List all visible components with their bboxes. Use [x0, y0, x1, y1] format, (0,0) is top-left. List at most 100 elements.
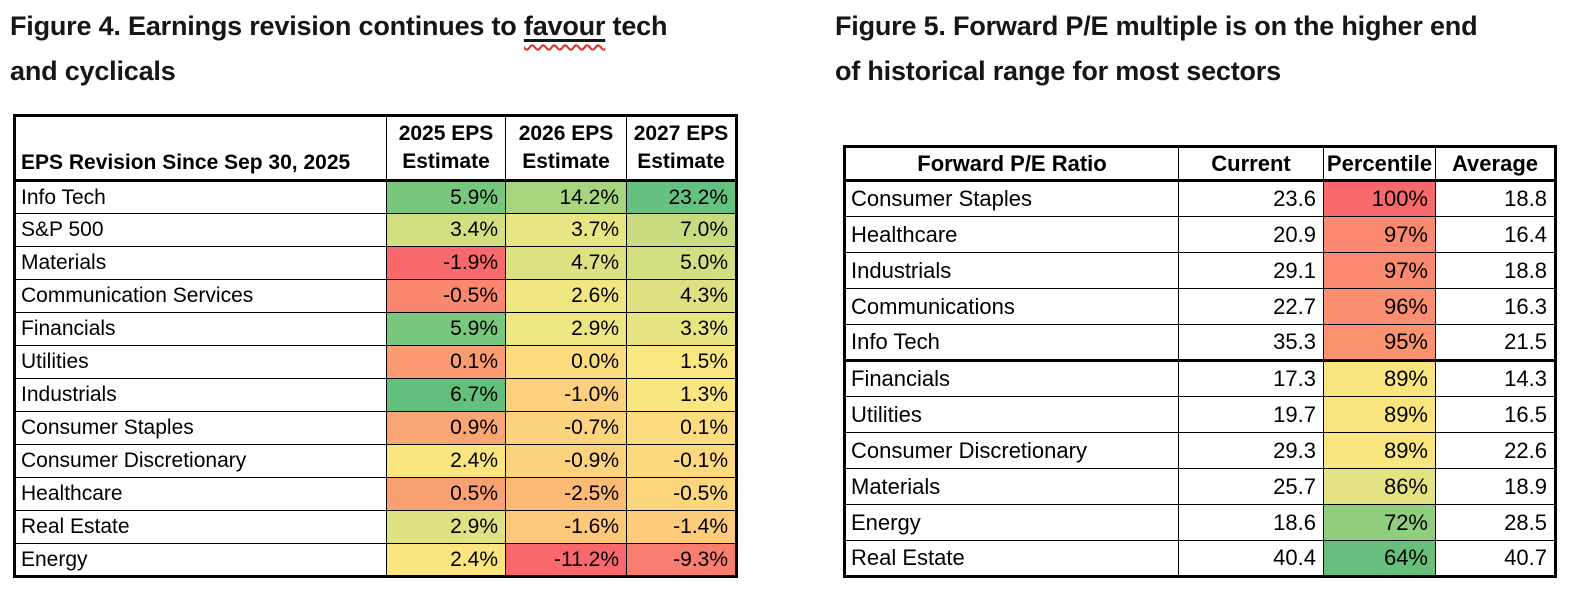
value-cell: 22.6 [1435, 432, 1556, 469]
figure5-header-current: Current [1178, 146, 1324, 182]
col-header-line2: Estimate [522, 150, 610, 173]
table-row: Energy 18.6 72% 28.5 [844, 504, 1556, 541]
table-row: Materials -1.9% 4.7% 5.0% [14, 246, 737, 280]
sector-label: Utilities [14, 345, 387, 379]
value-cell: 2.9% [386, 510, 506, 544]
col-header-line1: 2025 EPS [398, 121, 494, 145]
sector-label: Industrials [14, 378, 387, 412]
figure5-title-line1: Figure 5. Forward P/E multiple is on the… [835, 11, 1478, 41]
value-cell: 1.3% [626, 378, 737, 412]
value-cell: 14.2% [505, 180, 627, 214]
value-cell: 18.8 [1435, 180, 1556, 217]
value-cell: 40.7 [1435, 540, 1556, 577]
value-cell: 3.7% [505, 213, 627, 247]
sector-label: Consumer Staples [14, 411, 387, 445]
value-cell: 35.3 [1178, 324, 1324, 362]
sector-label: Energy [14, 543, 387, 577]
value-cell: -1.9% [386, 246, 506, 280]
value-cell: 0.0% [505, 345, 627, 379]
figure5-header-ratio: Forward P/E Ratio [844, 146, 1179, 182]
value-cell: 89% [1323, 360, 1436, 397]
value-cell: 64% [1323, 540, 1436, 577]
figure4-col-header-2026: 2026 EPS Estimate [505, 115, 627, 182]
value-cell: 72% [1323, 504, 1436, 541]
value-cell: 23.6 [1178, 180, 1324, 217]
value-cell: 5.0% [626, 246, 737, 280]
figure4-title: Figure 4. Earnings revision continues to… [10, 4, 755, 94]
table-row: Healthcare 0.5% -2.5% -0.5% [14, 477, 737, 511]
table-row: Info Tech 5.9% 14.2% 23.2% [14, 180, 737, 214]
value-cell: 0.9% [386, 411, 506, 445]
spellcheck-squiggle: favour [524, 11, 606, 41]
value-cell: 95% [1323, 324, 1436, 362]
value-cell: -0.5% [626, 477, 737, 511]
col-header-line2: Estimate [637, 150, 725, 173]
table-row: Consumer Discretionary 29.3 89% 22.6 [844, 432, 1556, 469]
table-row: Utilities 19.7 89% 16.5 [844, 396, 1556, 433]
sector-label: Materials [844, 468, 1179, 505]
value-cell: 14.3 [1435, 360, 1556, 397]
sector-label: Communications [844, 288, 1179, 325]
value-cell: 16.3 [1435, 288, 1556, 325]
value-cell: 86% [1323, 468, 1436, 505]
value-cell: 16.5 [1435, 396, 1556, 433]
sector-label: Healthcare [14, 477, 387, 511]
sector-label: Real Estate [14, 510, 387, 544]
value-cell: 5.9% [386, 312, 506, 346]
value-cell: 20.9 [1178, 216, 1324, 253]
figure4-col-header-2027: 2027 EPS Estimate [626, 115, 737, 182]
value-cell: 18.9 [1435, 468, 1556, 505]
table-row: Real Estate 40.4 64% 40.7 [844, 540, 1556, 577]
sector-label: Energy [844, 504, 1179, 541]
table-row: Financials 5.9% 2.9% 3.3% [14, 312, 737, 346]
figure4-table: EPS Revision Since Sep 30, 2025 2025 EPS… [13, 114, 738, 578]
value-cell: 0.5% [386, 477, 506, 511]
table-row: Real Estate 2.9% -1.6% -1.4% [14, 510, 737, 544]
value-cell: -1.6% [505, 510, 627, 544]
table-row: Financials 17.3 89% 14.3 [844, 360, 1556, 397]
value-cell: 16.4 [1435, 216, 1556, 253]
sector-label: Materials [14, 246, 387, 280]
value-cell: -9.3% [626, 543, 737, 577]
sector-label: Utilities [844, 396, 1179, 433]
value-cell: 0.1% [386, 345, 506, 379]
figure4-header-row: EPS Revision Since Sep 30, 2025 2025 EPS… [14, 115, 737, 182]
sector-label: Financials [14, 312, 387, 346]
value-cell: -0.5% [386, 279, 506, 313]
value-cell: 96% [1323, 288, 1436, 325]
figure5-title: Figure 5. Forward P/E multiple is on the… [835, 4, 1594, 94]
value-cell: 40.4 [1178, 540, 1324, 577]
value-cell: 29.3 [1178, 432, 1324, 469]
value-cell: -11.2% [505, 543, 627, 577]
sector-label: Healthcare [844, 216, 1179, 253]
figure4-section: Figure 4. Earnings revision continues to… [10, 4, 755, 578]
value-cell: -0.1% [626, 444, 737, 478]
figure4-title-line2: and cyclicals [10, 56, 176, 86]
sector-label: Industrials [844, 252, 1179, 289]
table-row: Communication Services -0.5% 2.6% 4.3% [14, 279, 737, 313]
value-cell: -2.5% [505, 477, 627, 511]
sector-label: S&P 500 [14, 213, 387, 247]
figure5-header-average: Average [1435, 146, 1556, 182]
value-cell: 22.7 [1178, 288, 1324, 325]
value-cell: 89% [1323, 396, 1436, 433]
table-row: Consumer Discretionary 2.4% -0.9% -0.1% [14, 444, 737, 478]
value-cell: 3.3% [626, 312, 737, 346]
figure5-table-body: Consumer Staples 23.6 100% 18.8 Healthcare 20… [844, 180, 1556, 577]
figure4-table-body: Info Tech 5.9% 14.2% 23.2% S&P 500 3.4% 3.7% 7.… [14, 180, 737, 577]
figure4-col-header-2025: 2025 EPS Estimate [386, 115, 506, 182]
table-row: Info Tech 35.3 95% 21.5 [844, 324, 1556, 362]
table-row: Consumer Staples 23.6 100% 18.8 [844, 180, 1556, 217]
value-cell: 5.9% [386, 180, 506, 214]
figure4-corner-header: EPS Revision Since Sep 30, 2025 [14, 115, 387, 182]
value-cell: 4.3% [626, 279, 737, 313]
table-row: Industrials 6.7% -1.0% 1.3% [14, 378, 737, 412]
value-cell: 18.8 [1435, 252, 1556, 289]
value-cell: -0.7% [505, 411, 627, 445]
value-cell: 3.4% [386, 213, 506, 247]
sector-label: Consumer Discretionary [844, 432, 1179, 469]
table-row: Healthcare 20.9 97% 16.4 [844, 216, 1556, 253]
table-row: Energy 2.4% -11.2% -9.3% [14, 543, 737, 577]
value-cell: 4.7% [505, 246, 627, 280]
sector-label: Consumer Discretionary [14, 444, 387, 478]
